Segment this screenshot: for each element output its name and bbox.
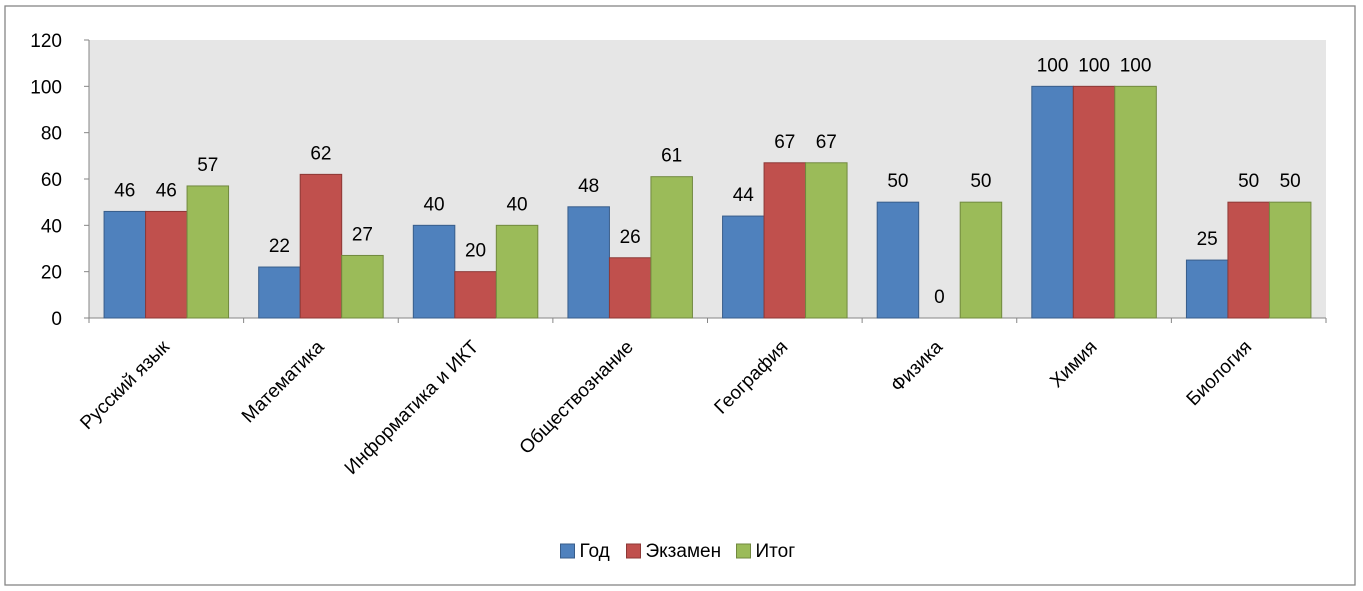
y-tick-label: 60 bbox=[41, 170, 62, 191]
bar bbox=[567, 206, 610, 319]
legend-label: Год bbox=[580, 541, 610, 562]
bar bbox=[145, 210, 188, 319]
data-label: 46 bbox=[156, 180, 177, 201]
data-label: 62 bbox=[310, 143, 331, 164]
bar bbox=[103, 210, 147, 319]
bar bbox=[722, 215, 765, 319]
data-label: 100 bbox=[1078, 55, 1110, 76]
data-label: 57 bbox=[197, 155, 218, 176]
bar bbox=[186, 185, 230, 319]
y-tick-label: 20 bbox=[41, 263, 62, 284]
data-label: 61 bbox=[661, 146, 682, 167]
y-tick-label: 0 bbox=[51, 309, 62, 330]
data-label: 50 bbox=[1280, 171, 1301, 192]
data-labels: 46 46 57 22 62 27 40 20 40 48 26 61 44 67 67 50 0 50 100 10… bbox=[114, 55, 1301, 308]
bar bbox=[495, 224, 539, 319]
data-label: 40 bbox=[423, 194, 444, 215]
y-tick-label: 40 bbox=[41, 216, 62, 237]
data-label: 46 bbox=[114, 180, 135, 201]
data-label: 0 bbox=[934, 287, 945, 308]
legend-label: Итог bbox=[756, 541, 796, 562]
bar bbox=[454, 271, 497, 319]
y-tick-label: 120 bbox=[30, 31, 62, 52]
bar bbox=[1185, 259, 1229, 319]
bar bbox=[959, 201, 1003, 319]
data-label: 67 bbox=[774, 132, 795, 153]
bar bbox=[608, 257, 652, 319]
legend-label: Экзамен bbox=[646, 541, 722, 562]
bar bbox=[1268, 201, 1312, 319]
bar bbox=[412, 224, 456, 319]
bar bbox=[341, 254, 384, 319]
data-label: 48 bbox=[578, 176, 599, 197]
bar bbox=[876, 201, 920, 319]
bars bbox=[103, 85, 1312, 319]
data-label: 40 bbox=[506, 194, 527, 215]
data-label: 50 bbox=[887, 171, 908, 192]
data-label: 100 bbox=[1037, 55, 1069, 76]
y-tick-label: 80 bbox=[41, 124, 62, 145]
bar bbox=[1031, 85, 1074, 319]
data-label: 22 bbox=[269, 236, 290, 257]
y-tick-label: 100 bbox=[30, 77, 62, 98]
data-label: 100 bbox=[1120, 55, 1152, 76]
bar bbox=[1227, 201, 1270, 319]
legend-swatch bbox=[736, 543, 751, 559]
data-label: 67 bbox=[816, 132, 837, 153]
data-label: 20 bbox=[465, 241, 486, 262]
bar bbox=[763, 162, 807, 319]
data-label: 26 bbox=[620, 227, 641, 248]
legend-swatch bbox=[560, 543, 575, 559]
legend-swatch bbox=[626, 543, 641, 559]
bar bbox=[1114, 85, 1157, 319]
data-label: 27 bbox=[352, 224, 373, 245]
data-label: 25 bbox=[1197, 229, 1218, 250]
data-label: 44 bbox=[733, 185, 755, 206]
bar bbox=[1072, 85, 1116, 319]
bar bbox=[299, 173, 343, 319]
data-label: 50 bbox=[1238, 171, 1259, 192]
legend: Год Экзамен Итог bbox=[560, 541, 796, 562]
bar bbox=[258, 266, 301, 319]
data-label: 50 bbox=[970, 171, 991, 192]
bar bbox=[650, 176, 693, 319]
bar bbox=[805, 162, 848, 319]
